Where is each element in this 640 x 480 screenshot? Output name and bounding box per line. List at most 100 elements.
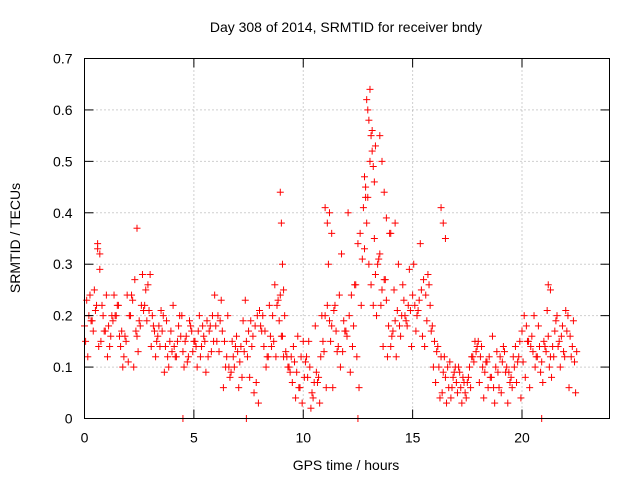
data-point xyxy=(247,317,255,325)
data-point xyxy=(358,255,366,263)
data-point xyxy=(423,317,431,325)
data-point xyxy=(449,373,457,381)
x-tick-label: 0 xyxy=(81,430,89,446)
data-point xyxy=(90,286,98,294)
data-point xyxy=(553,312,561,320)
data-point xyxy=(346,368,354,376)
data-point xyxy=(347,291,355,299)
data-point xyxy=(122,337,130,345)
data-point xyxy=(96,265,104,273)
data-point xyxy=(133,224,141,232)
data-point xyxy=(529,348,537,356)
data-point xyxy=(183,358,191,366)
data-point xyxy=(528,332,536,340)
grid-layer xyxy=(84,58,610,419)
data-point xyxy=(298,399,306,407)
data-point xyxy=(550,353,558,361)
data-point xyxy=(338,250,346,258)
data-point xyxy=(260,343,268,350)
data-point xyxy=(121,332,129,340)
data-point xyxy=(145,307,153,314)
data-point xyxy=(367,281,375,289)
data-point xyxy=(237,343,245,350)
data-point xyxy=(520,312,528,320)
data-point xyxy=(311,322,319,330)
data-point xyxy=(277,219,285,227)
data-point xyxy=(313,379,321,386)
data-point xyxy=(476,353,484,361)
data-point xyxy=(164,353,172,361)
data-point xyxy=(353,353,361,361)
data-point xyxy=(270,337,278,345)
data-point xyxy=(219,384,227,392)
data-point xyxy=(165,363,173,371)
data-point xyxy=(401,312,409,320)
data-point xyxy=(376,250,384,258)
data-point xyxy=(496,353,504,361)
data-point xyxy=(444,363,452,371)
data-point xyxy=(414,307,422,314)
data-point xyxy=(102,291,110,299)
data-point xyxy=(282,348,290,356)
y-tick-label: 0.5 xyxy=(53,153,73,169)
data-point xyxy=(488,332,496,340)
data-point xyxy=(411,301,419,309)
data-point xyxy=(495,384,503,392)
data-point xyxy=(300,373,308,381)
data-point xyxy=(378,157,386,165)
data-point xyxy=(323,219,331,227)
data-point xyxy=(84,353,92,361)
data-point xyxy=(205,327,213,335)
data-point xyxy=(336,363,344,371)
data-point xyxy=(285,363,293,371)
data-point xyxy=(568,343,576,350)
data-point xyxy=(144,281,152,289)
data-point xyxy=(427,327,435,335)
y-tick-label: 0.7 xyxy=(53,51,73,67)
data-point xyxy=(109,317,117,325)
data-point xyxy=(394,260,402,268)
data-point xyxy=(469,353,477,361)
data-point xyxy=(355,384,363,392)
data-point xyxy=(88,317,96,325)
data-point xyxy=(236,358,244,366)
x-tick-label: 10 xyxy=(295,430,311,446)
data-point xyxy=(254,399,262,407)
data-point xyxy=(160,368,168,376)
data-point xyxy=(321,204,329,212)
data-point xyxy=(82,337,90,345)
data-point xyxy=(143,317,151,325)
data-point xyxy=(446,358,454,366)
data-point xyxy=(329,384,337,392)
data-point xyxy=(425,281,433,289)
data-point xyxy=(309,394,317,402)
data-point xyxy=(105,322,113,330)
data-point xyxy=(554,343,562,350)
data-point xyxy=(369,301,377,309)
y-tick-label: 0.4 xyxy=(53,205,73,221)
data-point xyxy=(303,353,311,361)
data-point xyxy=(265,301,273,309)
data-point xyxy=(257,322,265,330)
data-point xyxy=(276,291,284,299)
data-point xyxy=(370,235,378,242)
data-point xyxy=(175,322,183,330)
data-point xyxy=(131,276,139,284)
data-point xyxy=(486,373,494,381)
y-tick-label: 0.3 xyxy=(53,256,73,272)
data-point xyxy=(359,204,367,212)
data-point xyxy=(114,301,122,309)
data-point xyxy=(211,291,219,299)
data-point xyxy=(472,348,480,356)
data-point xyxy=(351,281,359,289)
data-point xyxy=(478,343,486,350)
data-point xyxy=(239,317,247,325)
data-point xyxy=(240,348,248,356)
points-layer xyxy=(81,85,581,422)
data-point xyxy=(387,229,395,237)
data-point xyxy=(365,260,373,268)
data-point xyxy=(420,276,428,284)
data-point xyxy=(413,312,421,320)
data-point xyxy=(421,343,429,350)
y-tick-label: 0.6 xyxy=(53,102,73,118)
